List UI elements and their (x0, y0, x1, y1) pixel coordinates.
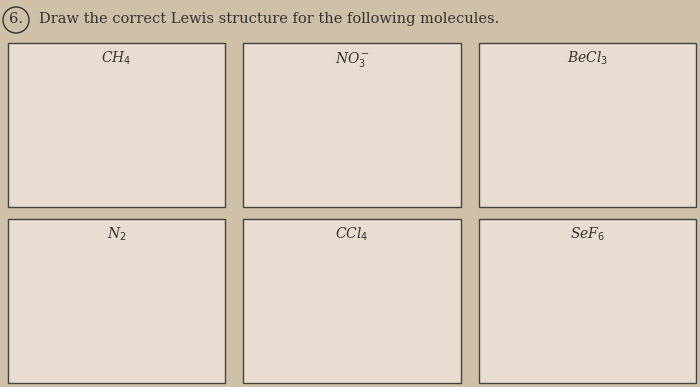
Bar (244, 219, 461, 383)
Bar (8, 219, 225, 383)
Bar (479, 219, 696, 383)
Text: Draw the correct Lewis structure for the following molecules.: Draw the correct Lewis structure for the… (39, 12, 499, 26)
Text: 6.: 6. (9, 12, 23, 26)
Text: CCl$_4$: CCl$_4$ (335, 226, 369, 243)
Text: BeCl$_3$: BeCl$_3$ (567, 50, 608, 67)
Bar (479, 43, 696, 207)
Bar (8, 43, 225, 207)
Text: SeF$_6$: SeF$_6$ (570, 226, 605, 243)
Text: CH$_4$: CH$_4$ (102, 50, 132, 67)
Text: NO$_3^-$: NO$_3^-$ (335, 50, 370, 69)
Bar (244, 43, 461, 207)
Text: N$_2$: N$_2$ (107, 226, 127, 243)
